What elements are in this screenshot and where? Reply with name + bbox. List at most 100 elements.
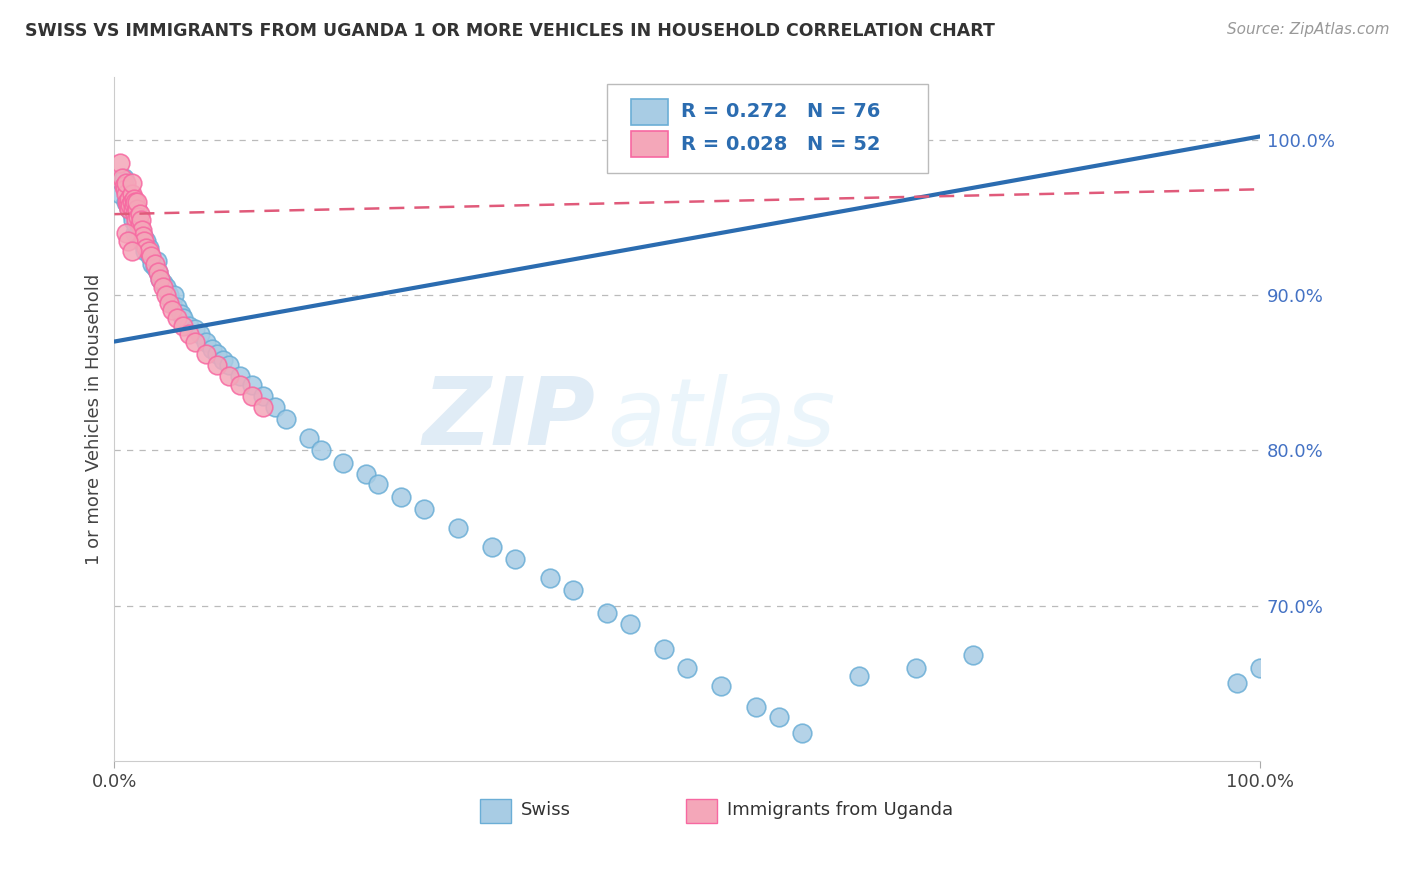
Point: [131, 222, 153, 236]
Point: [128, 218, 150, 232]
Point: [188, 326, 211, 341]
Point: [962, 648, 984, 663]
Point: [115, 186, 138, 201]
Point: [252, 400, 274, 414]
Point: [157, 295, 180, 310]
Point: [139, 249, 162, 263]
Point: [134, 234, 156, 248]
Point: [229, 368, 252, 383]
Text: N = 76: N = 76: [807, 102, 880, 121]
Point: [207, 358, 229, 372]
Point: [115, 226, 138, 240]
Point: [212, 353, 235, 368]
Point: [768, 710, 790, 724]
Point: [118, 202, 141, 217]
Point: [138, 244, 160, 259]
Point: [177, 326, 200, 341]
Point: [132, 228, 155, 243]
Point: [172, 318, 194, 333]
Point: [412, 502, 434, 516]
Point: [117, 234, 139, 248]
Text: Source: ZipAtlas.com: Source: ZipAtlas.com: [1226, 22, 1389, 37]
Point: [127, 226, 149, 240]
Point: [195, 334, 218, 349]
Point: [141, 257, 163, 271]
Point: [160, 303, 183, 318]
Point: [143, 260, 166, 274]
Text: Swiss: Swiss: [522, 801, 571, 819]
Point: [121, 194, 143, 209]
Text: ZIP: ZIP: [423, 373, 596, 466]
Point: [146, 265, 169, 279]
Point: [252, 389, 274, 403]
FancyBboxPatch shape: [607, 84, 928, 173]
Point: [505, 552, 527, 566]
Point: [121, 186, 143, 201]
Point: [112, 171, 135, 186]
Point: [177, 318, 200, 333]
Point: [132, 228, 155, 243]
Point: [447, 521, 470, 535]
Point: [111, 171, 134, 186]
Point: [128, 228, 150, 243]
Point: [263, 400, 285, 414]
Point: [149, 272, 172, 286]
Point: [124, 198, 146, 212]
Point: [134, 238, 156, 252]
Text: atlas: atlas: [607, 374, 835, 465]
Point: [218, 368, 240, 383]
Point: [122, 202, 145, 217]
FancyBboxPatch shape: [479, 798, 510, 823]
Text: N = 52: N = 52: [807, 135, 882, 154]
Text: R = 0.272: R = 0.272: [682, 102, 787, 121]
Text: Immigrants from Uganda: Immigrants from Uganda: [727, 801, 953, 819]
Point: [139, 249, 162, 263]
Point: [121, 202, 143, 217]
Point: [124, 226, 146, 240]
Point: [309, 443, 332, 458]
Point: [166, 301, 188, 315]
Point: [108, 156, 131, 170]
Point: [152, 276, 174, 290]
Point: [135, 241, 157, 255]
Point: [652, 642, 675, 657]
Point: [124, 207, 146, 221]
Point: [710, 680, 733, 694]
Point: [112, 179, 135, 194]
Point: [170, 307, 193, 321]
Point: [745, 699, 768, 714]
Point: [115, 182, 138, 196]
FancyBboxPatch shape: [686, 798, 717, 823]
Point: [1249, 661, 1271, 675]
Point: [127, 211, 149, 225]
FancyBboxPatch shape: [631, 99, 668, 125]
Point: [848, 668, 870, 682]
Point: [356, 467, 378, 481]
Y-axis label: 1 or more Vehicles in Household: 1 or more Vehicles in Household: [86, 274, 103, 565]
Point: [122, 198, 145, 212]
Point: [115, 176, 138, 190]
Point: [619, 617, 641, 632]
Point: [125, 213, 148, 227]
Point: [481, 540, 503, 554]
Point: [240, 389, 263, 403]
Point: [676, 661, 699, 675]
Point: [276, 412, 298, 426]
Point: [596, 607, 619, 621]
Point: [121, 213, 143, 227]
Point: [155, 280, 177, 294]
Point: [183, 322, 205, 336]
Point: [157, 288, 180, 302]
Point: [121, 194, 143, 209]
Point: [298, 431, 321, 445]
Point: [561, 583, 583, 598]
Point: [108, 186, 131, 201]
Point: [118, 202, 141, 217]
Point: [129, 222, 152, 236]
FancyBboxPatch shape: [631, 131, 668, 157]
Point: [163, 288, 186, 302]
Point: [172, 311, 194, 326]
Point: [1226, 676, 1249, 690]
Point: [155, 288, 177, 302]
Point: [114, 182, 136, 196]
